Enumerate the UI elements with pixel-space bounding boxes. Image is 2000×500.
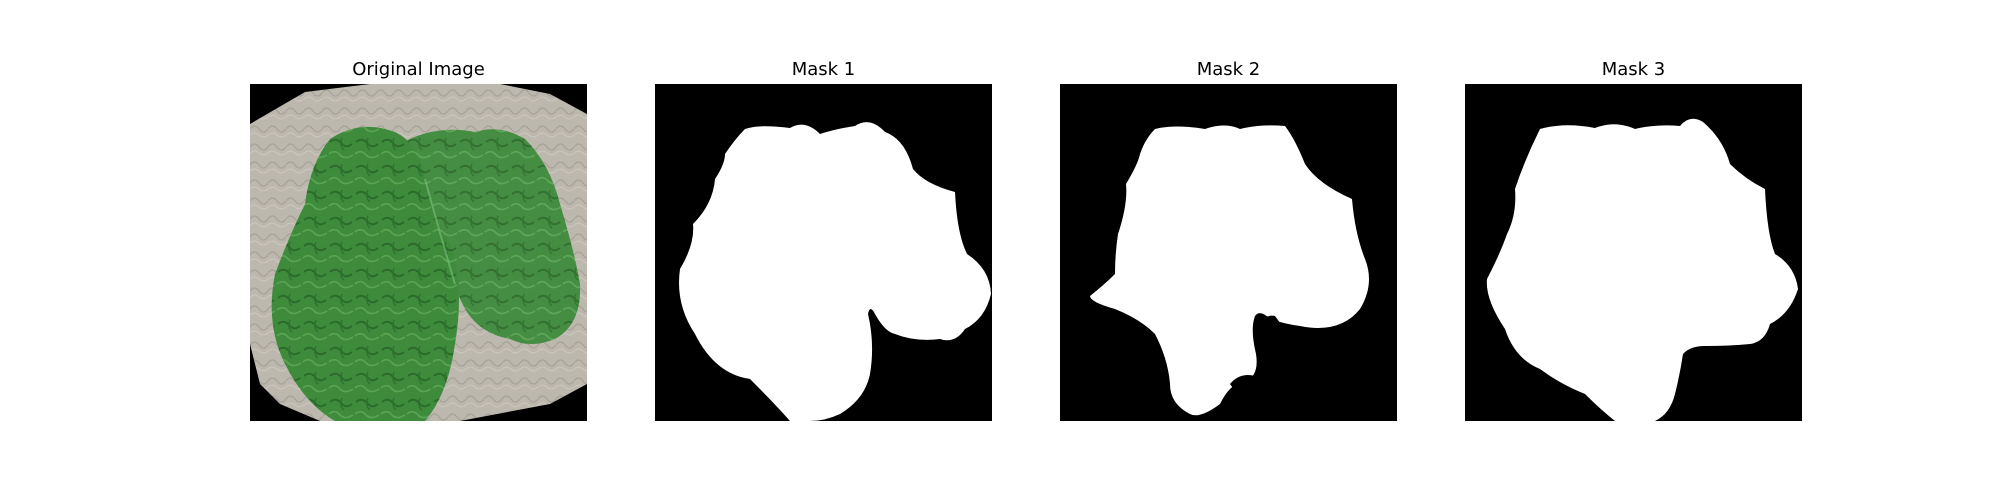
mask-3-image <box>1465 84 1802 421</box>
panel-title-mask-1: Mask 1 <box>791 59 856 80</box>
original-image <box>250 84 587 421</box>
mask-3-region <box>1486 118 1798 421</box>
mask-1-region <box>679 122 991 421</box>
panel-title-mask-2: Mask 2 <box>1196 59 1261 80</box>
leaf-left <box>271 126 459 421</box>
panel-title-mask-3: Mask 3 <box>1601 59 1666 80</box>
mask-2-region <box>1090 125 1369 416</box>
panel-title-original-image: Original Image <box>352 59 485 80</box>
mask-2-image <box>1060 84 1397 421</box>
leaf-right <box>400 129 581 344</box>
mask-1-image <box>655 84 992 421</box>
